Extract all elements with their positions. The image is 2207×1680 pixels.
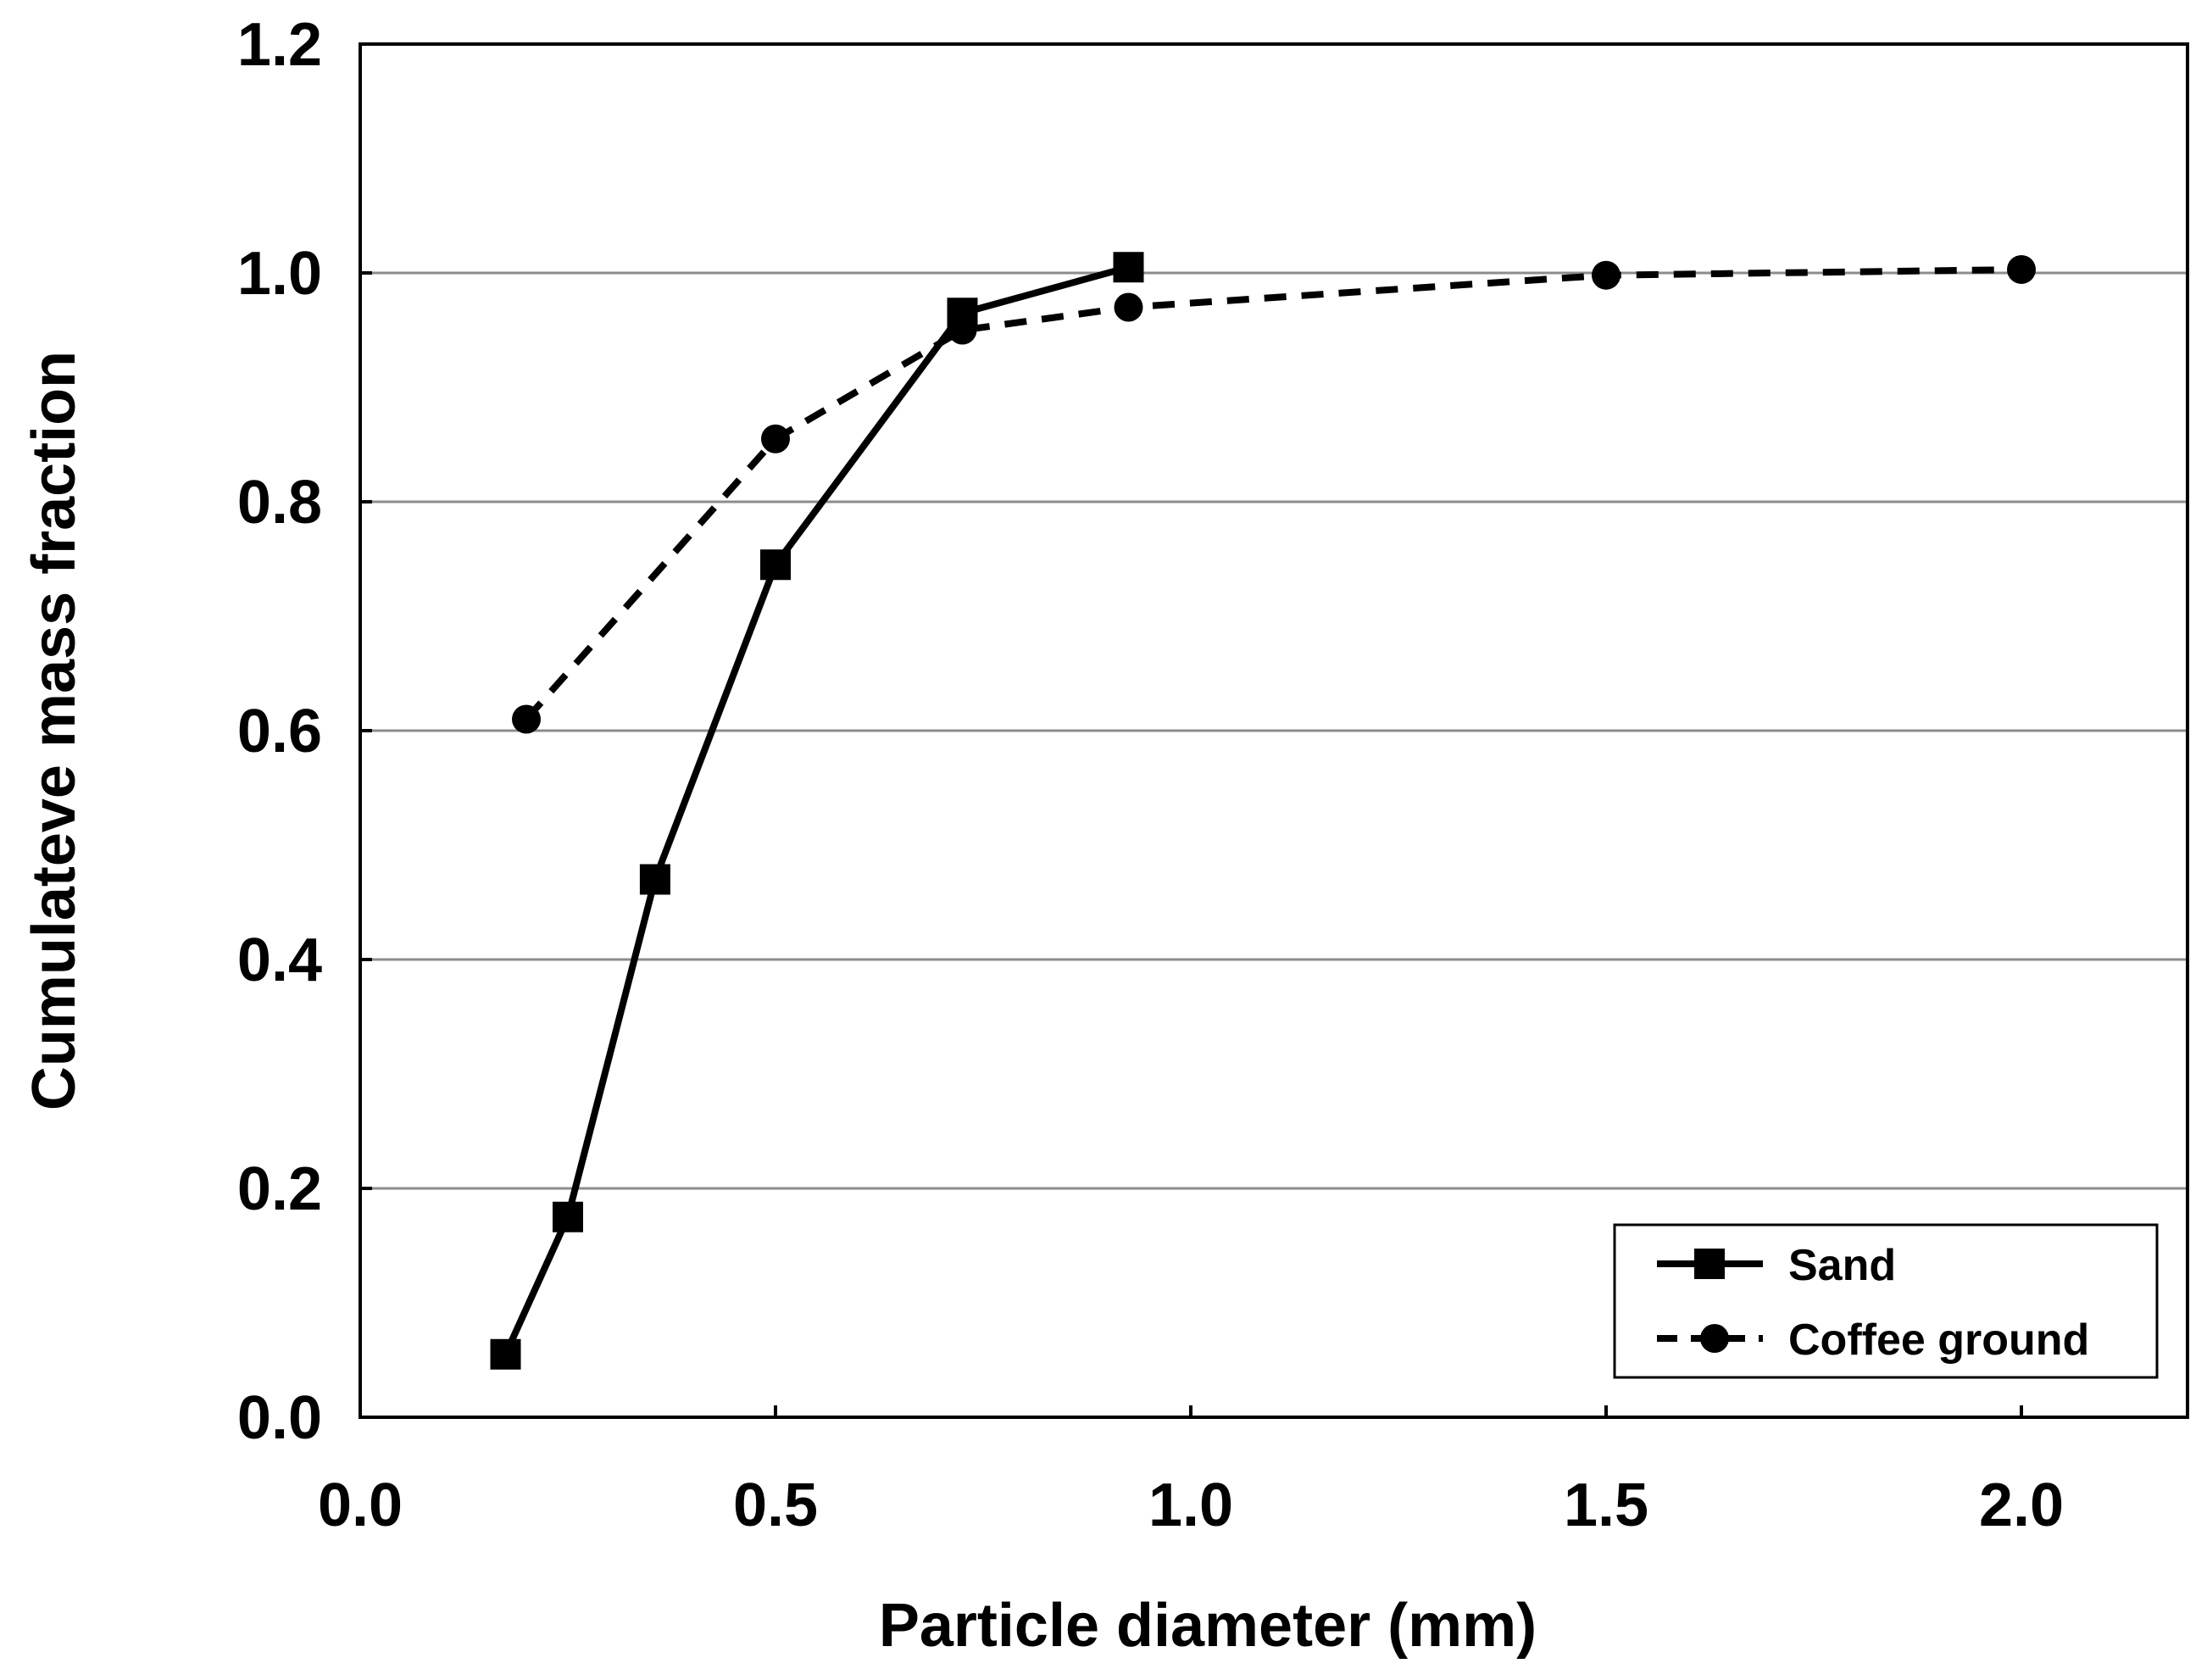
y-tick-label: 0.4 (237, 926, 322, 994)
legend-sand-marker (1694, 1249, 1725, 1279)
data-point-sand (490, 1338, 521, 1370)
y-tick-label: 1.0 (237, 240, 322, 308)
x-tick-label: 0.0 (318, 1471, 403, 1539)
legend-coffee-marker (1700, 1324, 1729, 1353)
axis-ticks: 0.0 0.2 0.4 0.6 0.8 1.0 1.2 0.0 0.5 1.0 1.5 2.0 (237, 11, 2064, 1539)
data-point-coffee-ground (948, 315, 977, 345)
data-point-coffee-ground (1114, 292, 1143, 322)
x-tick-label: 1.5 (1564, 1471, 1648, 1539)
data-point-coffee-ground (512, 704, 541, 734)
legend-sand-label: Sand (1788, 1241, 1896, 1290)
x-tick-label: 0.5 (733, 1471, 818, 1539)
x-tick-label: 2.0 (1979, 1471, 2064, 1539)
y-tick-label: 0.6 (237, 698, 322, 765)
gridlines (360, 271, 2188, 1190)
x-tick-label: 1.0 (1148, 1471, 1233, 1539)
series-line-coffee-ground (524, 266, 2022, 722)
y-tick-label: 1.2 (237, 11, 322, 79)
data-point-coffee-ground (1592, 260, 1621, 290)
data-point-coffee-ground (2007, 254, 2036, 284)
y-tick-label: 0.0 (237, 1384, 322, 1452)
y-axis-title: Cumulateve mass fraction (20, 351, 88, 1110)
data-point-sand (639, 864, 670, 895)
y-tick-label: 0.8 (237, 469, 322, 537)
legend: Sand Coffee ground (1613, 1223, 2159, 1379)
series-line-sand (502, 264, 1130, 1356)
data-point-coffee-ground (761, 424, 790, 453)
series-layer (490, 252, 2036, 1370)
x-axis-title: Particle diameter (mm) (879, 1592, 1537, 1660)
y-tick-label: 0.2 (237, 1155, 322, 1223)
data-point-sand (1113, 252, 1144, 283)
data-point-sand (553, 1201, 583, 1232)
legend-coffee-label: Coffee ground (1788, 1316, 2089, 1365)
data-point-sand (760, 549, 791, 581)
